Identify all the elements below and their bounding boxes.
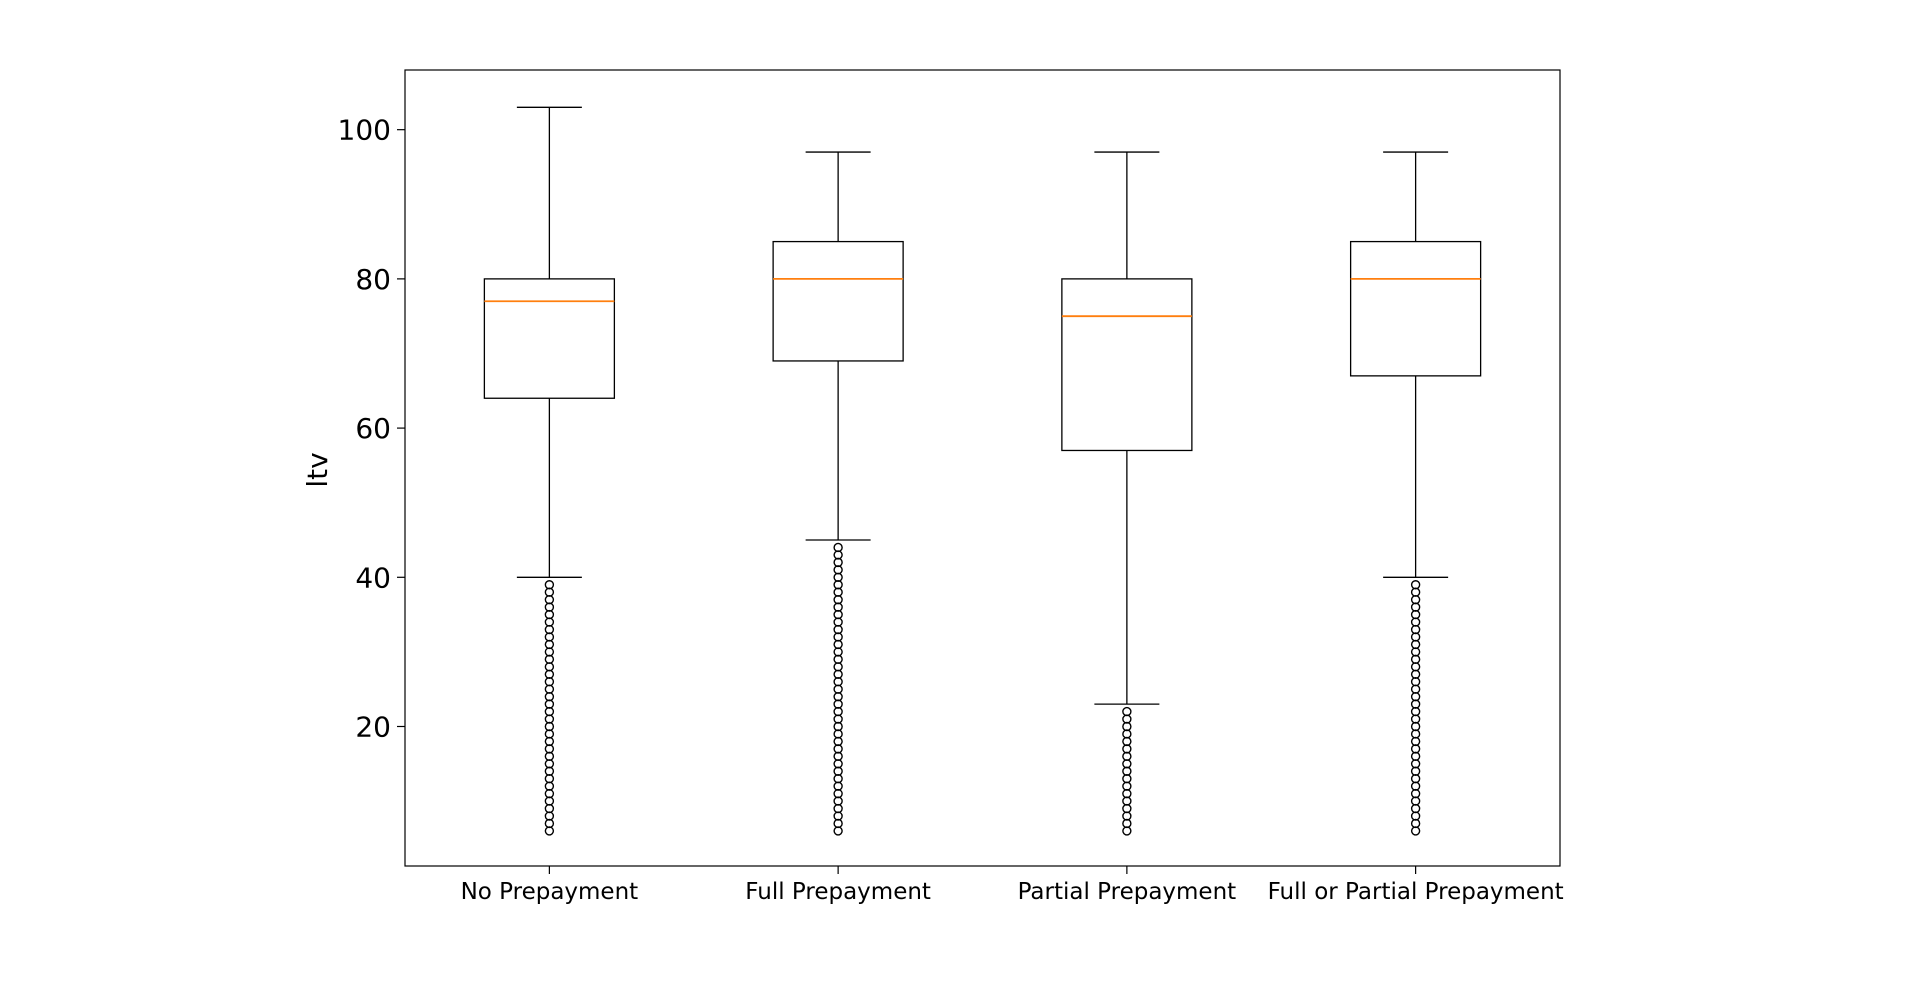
iqr-box: [1061, 278, 1193, 452]
iqr-box: [1349, 240, 1482, 377]
boxes-layer: [483, 106, 1482, 836]
iqr-box: [483, 278, 616, 399]
box-group: [1061, 151, 1193, 836]
x-tick-label: No Prepayment: [461, 879, 639, 905]
y-tick-label: 40: [355, 561, 391, 594]
y-tick-label: 20: [355, 710, 391, 743]
y-axis: 20 40 60 80 100: [338, 114, 405, 743]
outlier-point: [1410, 580, 1421, 590]
y-axis-label: ltv: [301, 452, 334, 487]
box-group: [483, 106, 616, 836]
outlier-point: [544, 580, 555, 590]
x-tick-label: Full or Partial Prepayment: [1268, 879, 1564, 905]
x-tick-label: Full Prepayment: [745, 879, 931, 905]
outlier-point: [1122, 706, 1132, 717]
box-group: [772, 151, 904, 836]
box-group: [1349, 151, 1482, 836]
x-axis: No Prepayment Full Prepayment Partial Prep…: [461, 866, 1564, 905]
iqr-box: [772, 240, 904, 362]
y-tick-label: 100: [338, 114, 391, 147]
x-tick-label: Partial Prepayment: [1018, 879, 1237, 905]
y-tick-label: 80: [355, 263, 391, 296]
y-tick-label: 60: [355, 412, 391, 445]
outlier-point: [833, 542, 843, 553]
plot-area: [404, 69, 1561, 867]
